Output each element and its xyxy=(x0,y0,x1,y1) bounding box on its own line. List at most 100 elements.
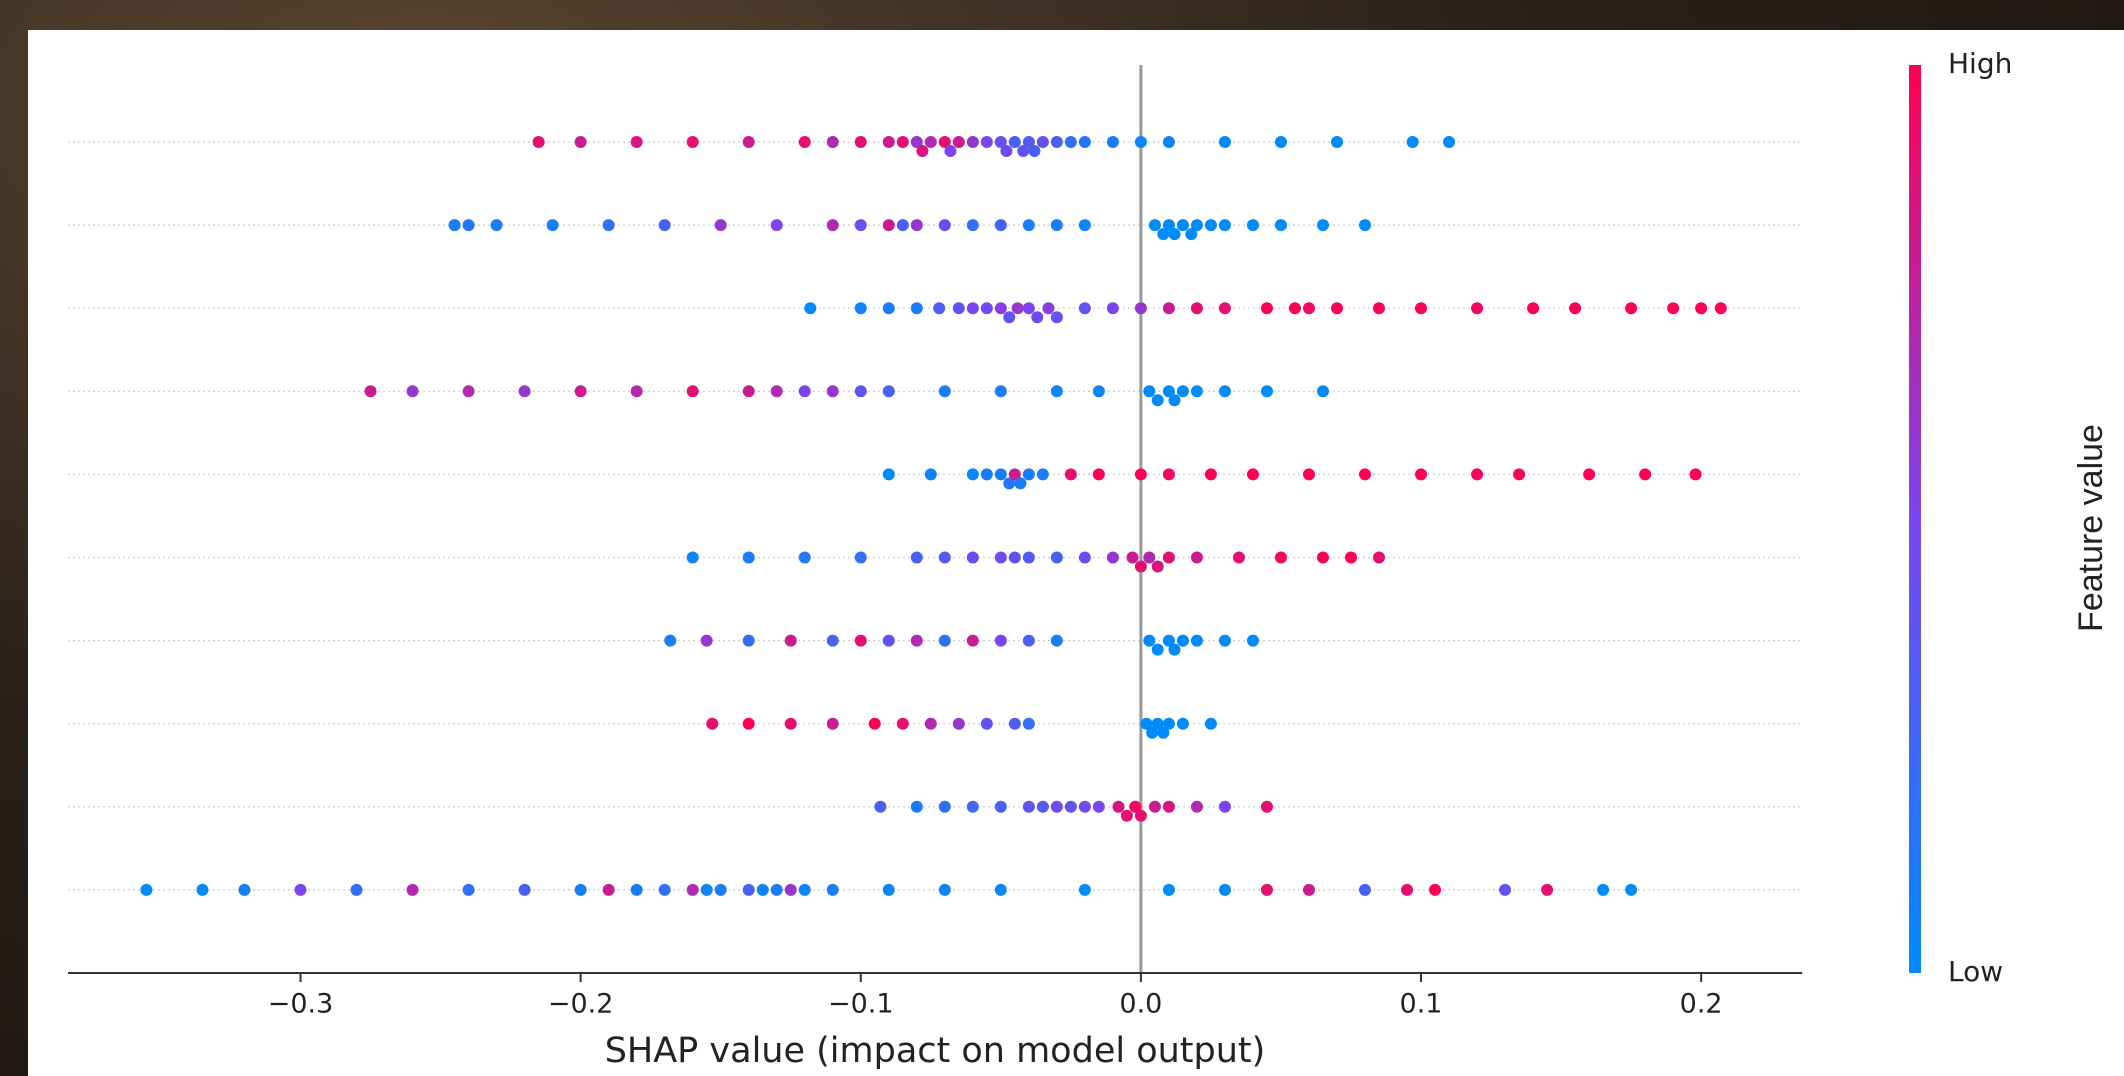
shap-point xyxy=(1148,800,1161,813)
shap-point xyxy=(406,883,419,896)
shap-point xyxy=(1151,394,1164,407)
shap-point xyxy=(938,551,951,564)
shap-point xyxy=(882,634,895,647)
shap-point xyxy=(1162,302,1175,315)
shap-point xyxy=(1218,634,1231,647)
shap-point xyxy=(938,136,951,148)
shap-point xyxy=(1162,883,1175,896)
shap-point xyxy=(1112,800,1125,813)
shap-point xyxy=(706,717,719,730)
shap-point xyxy=(944,145,957,157)
shap-point xyxy=(826,883,839,896)
shap-point xyxy=(1246,468,1259,481)
shap-point xyxy=(1260,302,1273,315)
shap-point xyxy=(1415,468,1428,481)
shap-point xyxy=(1302,302,1315,315)
shap-point xyxy=(1022,800,1035,813)
shap-point xyxy=(1168,228,1181,241)
shap-point xyxy=(1316,219,1329,232)
shap-point xyxy=(966,219,979,232)
shap-point xyxy=(1050,634,1063,647)
shap-point xyxy=(1151,643,1164,656)
shap-point xyxy=(462,219,475,232)
shap-point xyxy=(1143,551,1156,564)
shap-point xyxy=(1011,302,1024,315)
shap-point xyxy=(1050,800,1063,813)
shap-point xyxy=(994,219,1007,232)
shap-point xyxy=(518,385,531,398)
shap-point xyxy=(868,717,881,730)
shap-point xyxy=(1274,551,1287,564)
shap-point xyxy=(1148,219,1161,232)
shap-point xyxy=(1288,302,1301,315)
shap-point xyxy=(1471,468,1484,481)
shap-point xyxy=(1092,800,1105,813)
shap-point xyxy=(784,883,797,896)
shap-point xyxy=(1260,883,1273,896)
shap-point xyxy=(1330,302,1343,315)
shap-point xyxy=(826,717,839,730)
shap-point xyxy=(994,385,1007,398)
shap-point xyxy=(1092,468,1105,481)
shap-point xyxy=(854,302,867,315)
shap-point xyxy=(1168,643,1181,656)
shap-point xyxy=(1499,883,1512,896)
shap-point xyxy=(1260,385,1273,398)
shap-point xyxy=(1008,136,1021,148)
shap-point xyxy=(938,219,951,232)
shap-point xyxy=(1078,302,1091,315)
shap-point xyxy=(350,883,363,896)
shap-point xyxy=(1022,219,1035,232)
shap-point xyxy=(854,136,867,148)
shap-point xyxy=(910,219,923,232)
shap-point xyxy=(994,883,1007,896)
shap-point xyxy=(1050,385,1063,398)
shap-point xyxy=(1246,219,1259,232)
shap-point xyxy=(1050,219,1063,232)
shap-point xyxy=(1302,883,1315,896)
shap-point xyxy=(1031,311,1044,324)
shap-point xyxy=(1017,145,1030,157)
shap-point xyxy=(1078,219,1091,232)
shap-point xyxy=(742,883,755,896)
shap-point xyxy=(980,717,993,730)
shap-point xyxy=(910,800,923,813)
shap-point xyxy=(798,883,811,896)
shap-point xyxy=(1204,219,1217,232)
shap-point xyxy=(804,302,817,315)
shap-point xyxy=(686,385,699,398)
shap-point xyxy=(1429,883,1442,896)
shap-point xyxy=(1714,302,1727,315)
shap-point xyxy=(1415,302,1428,315)
shap-point xyxy=(448,219,461,232)
shap-point xyxy=(630,136,643,148)
shap-point xyxy=(1050,551,1063,564)
shap-point xyxy=(1190,634,1203,647)
shap-point xyxy=(462,883,475,896)
shap-point xyxy=(1625,883,1638,896)
shap-point xyxy=(574,385,587,398)
shap-point xyxy=(1134,468,1147,481)
shap-point xyxy=(1008,717,1021,730)
shap-point xyxy=(658,219,671,232)
shap-point xyxy=(1168,394,1181,407)
shap-point xyxy=(714,883,727,896)
shap-point xyxy=(933,302,946,315)
shap-point xyxy=(1406,136,1419,148)
shap-point xyxy=(966,136,979,148)
shap-point xyxy=(1471,302,1484,315)
shap-point xyxy=(1078,551,1091,564)
shap-point xyxy=(1028,145,1041,157)
shap-point xyxy=(1358,219,1371,232)
shap-point xyxy=(1151,717,1164,730)
shap-point xyxy=(546,219,559,232)
shap-point xyxy=(1204,717,1217,730)
shap-point xyxy=(882,136,895,148)
shap-point xyxy=(826,219,839,232)
shap-point xyxy=(980,302,993,315)
shap-point xyxy=(1162,551,1175,564)
x-tick-label: −0.2 xyxy=(548,989,614,1020)
shap-point xyxy=(1134,809,1147,822)
shap-point xyxy=(742,385,755,398)
shap-point xyxy=(1190,219,1203,232)
